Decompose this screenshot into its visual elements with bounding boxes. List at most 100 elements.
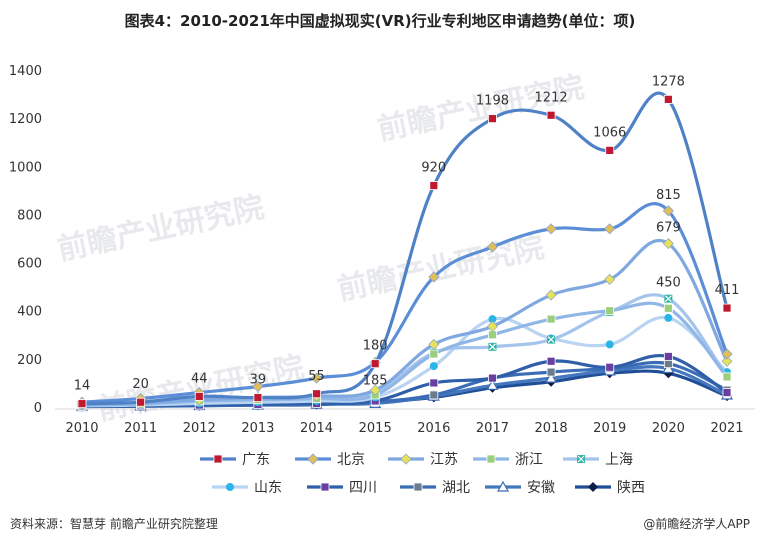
data-point [662, 205, 674, 217]
y-tick-label: 800 [17, 208, 42, 223]
data-label: 180 [363, 339, 388, 354]
legend-item-北京: 北京 [295, 452, 365, 468]
data-point [545, 289, 557, 301]
data-point [429, 181, 439, 190]
watermark-text: 前瞻产业研究院 [374, 70, 587, 148]
legend-label: 安徽 [527, 480, 555, 496]
y-axis: 0 200 400 600 800 1000 1200 1400 [9, 64, 42, 416]
data-label: 14 [74, 379, 91, 394]
data-point [488, 330, 497, 340]
data-point [545, 371, 558, 383]
data-label: 920 [421, 161, 446, 176]
data-point [428, 338, 440, 350]
data-point [486, 320, 499, 332]
x-tick-label: 2014 [300, 421, 333, 436]
legend-item-江苏: 江苏 [388, 452, 458, 468]
legend-label: 湖北 [442, 480, 470, 496]
data-point [604, 223, 616, 235]
data-label: 815 [656, 188, 681, 203]
x-tick-label: 2010 [65, 421, 98, 436]
data-point [721, 348, 733, 360]
data-point [664, 313, 673, 322]
data-point [722, 303, 732, 313]
data-point [136, 397, 146, 407]
data-point [546, 356, 556, 366]
data-point [545, 223, 557, 235]
data-label: 679 [656, 221, 681, 236]
x-tick-label: 2013 [241, 421, 274, 436]
data-point [722, 388, 732, 397]
legend-item-广东: 广东 [200, 452, 270, 468]
data-point [722, 372, 732, 382]
legend-label: 广东 [242, 452, 270, 468]
legend-marker [413, 482, 423, 492]
data-point [77, 399, 87, 409]
data-label: 55 [308, 369, 325, 384]
data-point [547, 335, 556, 344]
data-point [662, 237, 674, 250]
data-point [546, 367, 556, 377]
data-label: 411 [715, 283, 740, 298]
data-point [488, 315, 497, 324]
legend-label: 北京 [337, 452, 365, 468]
y-tick-label: 0 [34, 401, 42, 416]
data-point [664, 294, 673, 303]
legend-marker [213, 454, 223, 464]
brand-credit: @前瞻经济学人APP [643, 517, 750, 531]
legend-item-安徽: 安徽 [485, 480, 555, 496]
data-point [486, 241, 499, 253]
series-广东 [77, 91, 732, 409]
data-point [605, 306, 615, 316]
legend-marker [307, 453, 319, 465]
legend-item-上海: 上海 [563, 452, 633, 468]
x-tick-label: 2016 [417, 421, 450, 436]
watermark-text: 前瞻产业研究院 [54, 190, 267, 268]
legend-label: 山东 [254, 480, 282, 496]
data-point [663, 352, 673, 361]
data-point [663, 359, 673, 369]
legend-marker [486, 454, 496, 464]
data-point [370, 359, 380, 369]
y-tick-label: 1200 [9, 112, 42, 127]
data-point [429, 378, 439, 388]
legend-marker [400, 453, 412, 465]
x-tick-label: 2021 [710, 421, 743, 436]
data-label: 185 [363, 373, 388, 388]
x-axis: 2010 2011 2012 2013 2014 2015 2016 2017 2018 2019… [55, 408, 755, 436]
data-label: 450 [656, 276, 681, 291]
data-point [605, 362, 615, 372]
data-point [429, 362, 438, 371]
legend-item-山东: 山东 [212, 480, 282, 496]
legend-label: 江苏 [430, 452, 458, 468]
data-point [546, 314, 556, 324]
data-point [721, 355, 733, 367]
source-note: 资料来源：智慧芽 前瞻产业研究院整理 [10, 517, 218, 531]
x-tick-label: 2020 [652, 421, 685, 436]
data-point [253, 393, 263, 403]
data-point [663, 303, 673, 313]
y-tick-label: 1400 [9, 64, 42, 79]
data-point [486, 379, 499, 390]
y-tick-label: 200 [17, 353, 42, 368]
y-tick-label: 1000 [9, 160, 42, 175]
y-tick-label: 400 [17, 305, 42, 320]
legend-marker [588, 482, 598, 492]
legend-label: 浙江 [515, 452, 543, 468]
data-label: 1198 [476, 94, 509, 109]
data-point [428, 271, 440, 283]
legend-label: 上海 [605, 452, 633, 468]
legend-item-四川: 四川 [307, 480, 377, 496]
data-point [546, 110, 556, 120]
x-tick-label: 2015 [359, 421, 392, 436]
data-point [369, 384, 381, 396]
x-tick-label: 2011 [124, 421, 157, 436]
data-point [252, 380, 264, 393]
data-label: 1066 [593, 125, 626, 140]
x-tick-label: 2018 [535, 421, 568, 436]
legend-item-陕西: 陕西 [575, 480, 645, 496]
y-tick-label: 600 [17, 257, 42, 272]
data-label: 1212 [535, 90, 568, 105]
data-label: 20 [132, 377, 149, 392]
